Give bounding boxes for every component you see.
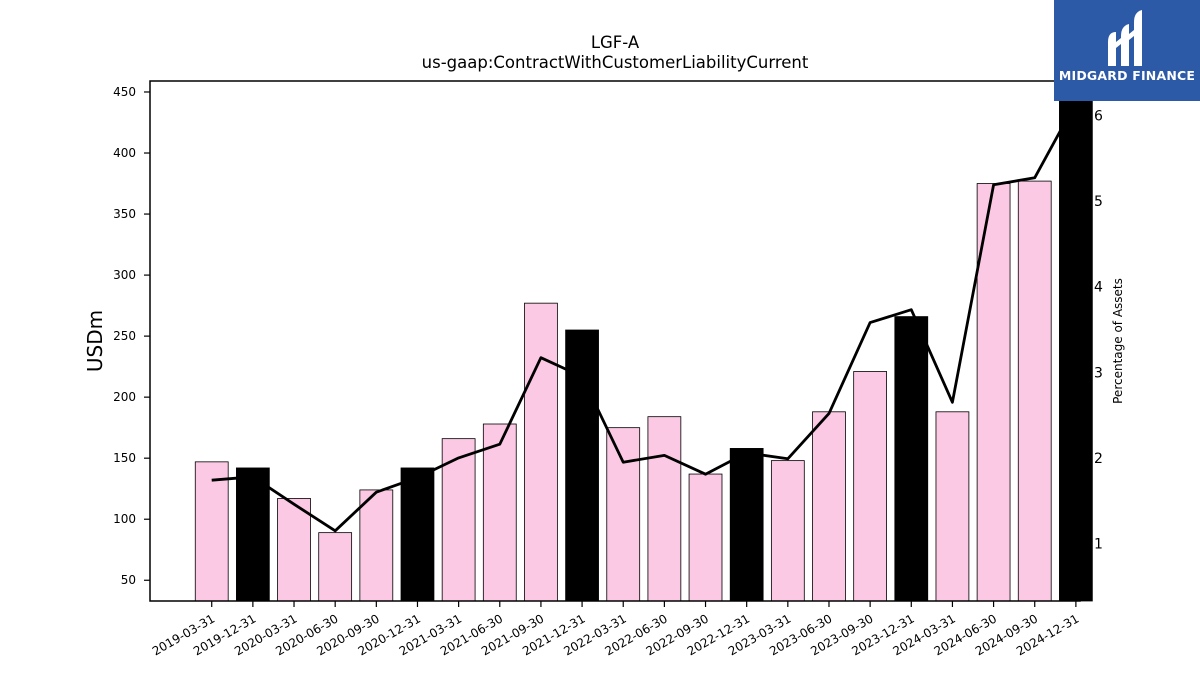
midgard-finance-logo: MIDGARD FINANCE — [1054, 0, 1200, 101]
bar-2021-03-31 — [441, 438, 476, 602]
y-tick-label: 100 — [113, 512, 136, 526]
y2-tick-label: 1 — [1094, 537, 1103, 553]
bar-2024-09-30 — [1017, 180, 1052, 602]
midgard-logo-icon — [1108, 10, 1142, 66]
bar-2021-09-30 — [524, 302, 558, 602]
y2-tick-label: 3 — [1094, 365, 1103, 381]
bar-2019-03-31 — [194, 461, 229, 602]
bar-2024-03-31 — [935, 411, 970, 602]
y-tick-label: 400 — [113, 146, 136, 160]
y-tick-label: 450 — [113, 85, 136, 99]
y-tick-label: 350 — [113, 207, 136, 221]
y2-axis-label: Percentage of Assets — [1111, 278, 1125, 404]
bar-2023-03-31 — [770, 460, 805, 602]
y2-tick-label: 4 — [1094, 280, 1103, 296]
bar-2022-06-30 — [647, 416, 682, 602]
chart-title: LGF-A — [591, 33, 640, 52]
bar-group — [194, 80, 1093, 602]
y2-tick-label: 6 — [1094, 108, 1103, 124]
bar-2024-12-31 — [1059, 80, 1093, 602]
chart-subtitle: us-gaap:ContractWithCustomerLiabilityCur… — [422, 53, 809, 72]
y-tick-label: 50 — [121, 573, 136, 587]
y-axis-label: USDm — [83, 310, 107, 372]
bar-2023-12-31 — [894, 316, 929, 602]
bar-2023-09-30 — [853, 371, 887, 602]
plot-frame — [149, 80, 1081, 602]
bar-2020-06-30 — [318, 532, 353, 602]
bar-2022-12-31 — [729, 448, 764, 602]
bar-2020-03-31 — [277, 498, 311, 602]
y2-tick-label: 2 — [1094, 451, 1103, 467]
y2-tick-label: 5 — [1094, 194, 1103, 210]
y-tick-label: 150 — [113, 451, 136, 465]
bar-2022-03-31 — [606, 427, 641, 602]
y-tick-label: 250 — [113, 329, 136, 343]
bar-2020-12-31 — [400, 467, 435, 602]
bar-2023-06-30 — [812, 411, 846, 602]
bar-2019-12-31 — [236, 467, 270, 602]
bar-2022-09-30 — [688, 473, 723, 602]
bar-2021-06-30 — [482, 423, 517, 602]
percentage-of-assets-line — [211, 101, 1078, 533]
y-tick-label: 300 — [113, 268, 136, 282]
line-group — [211, 101, 1078, 533]
y-tick-label: 200 — [113, 390, 136, 404]
bar-2020-09-30 — [359, 489, 394, 602]
logo-text: MIDGARD FINANCE — [1058, 68, 1196, 83]
